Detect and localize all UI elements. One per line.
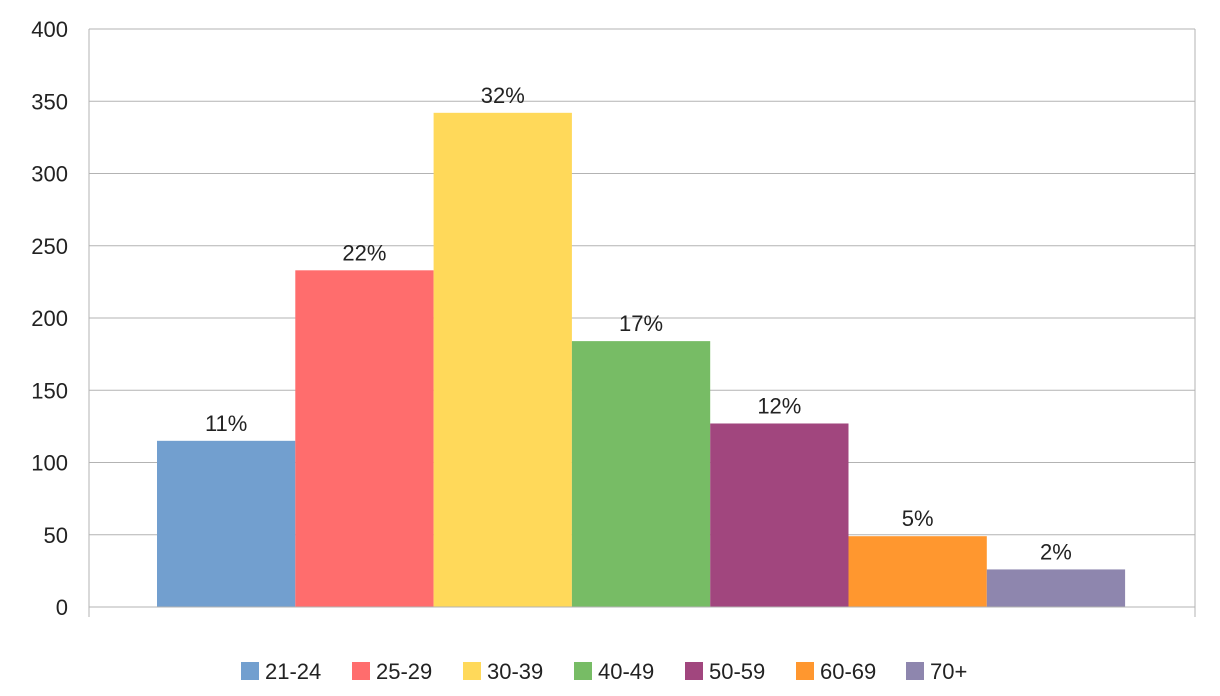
- y-tick-label: 150: [31, 378, 68, 403]
- legend-swatch: [463, 662, 481, 680]
- y-tick-label: 300: [31, 162, 68, 187]
- bar-40-49: [571, 341, 711, 607]
- y-tick-label: 250: [31, 234, 68, 259]
- legend-item-25-29: 25-29: [352, 659, 432, 684]
- legend-item-40-49: 40-49: [574, 659, 654, 684]
- bar-70+: [986, 569, 1126, 607]
- data-label: 12%: [757, 393, 801, 418]
- legend: 21-24 25-29 30-39 40-49 50-59 60-69 70+: [241, 659, 967, 684]
- data-label: 22%: [342, 240, 386, 265]
- bar-21-24: [157, 440, 296, 607]
- bar-30-39: [433, 112, 572, 607]
- legend-item-30-39: 30-39: [463, 659, 543, 684]
- data-label: 2%: [1040, 539, 1072, 564]
- y-tick-label: 100: [31, 451, 68, 476]
- legend-swatch: [241, 662, 259, 680]
- legend-item-60-69: 60-69: [796, 659, 876, 684]
- bars: [157, 112, 1126, 607]
- legend-label: 21-24: [265, 659, 321, 684]
- legend-label: 60-69: [820, 659, 876, 684]
- legend-item-21-24: 21-24: [241, 659, 321, 684]
- legend-swatch: [352, 662, 370, 680]
- legend-swatch: [906, 662, 924, 680]
- y-tick-label: 350: [31, 89, 68, 114]
- legend-label: 25-29: [376, 659, 432, 684]
- y-tick-label: 50: [44, 523, 68, 548]
- bar-60-69: [848, 536, 987, 607]
- data-label: 5%: [902, 506, 934, 531]
- bar-25-29: [295, 270, 434, 607]
- axes: 0 50 100 150 200 250 300 350 400: [31, 17, 1196, 620]
- data-label: 32%: [481, 83, 525, 108]
- y-tick-label: 400: [31, 17, 68, 42]
- data-label: 11%: [205, 411, 247, 436]
- bar-50-59: [710, 423, 849, 607]
- legend-swatch: [574, 662, 592, 680]
- legend-swatch: [796, 662, 814, 680]
- legend-label: 70+: [930, 659, 967, 684]
- legend-item-70+: 70+: [906, 659, 967, 684]
- legend-item-50-59: 50-59: [685, 659, 765, 684]
- data-label: 17%: [619, 311, 663, 336]
- legend-label: 50-59: [709, 659, 765, 684]
- legend-swatch: [685, 662, 703, 680]
- y-tick-label: 200: [31, 306, 68, 331]
- legend-label: 40-49: [598, 659, 654, 684]
- legend-label: 30-39: [487, 659, 543, 684]
- y-tick-label: 0: [56, 595, 68, 620]
- data-labels: 11% 22% 32% 17% 12% 5% 2%: [205, 83, 1072, 565]
